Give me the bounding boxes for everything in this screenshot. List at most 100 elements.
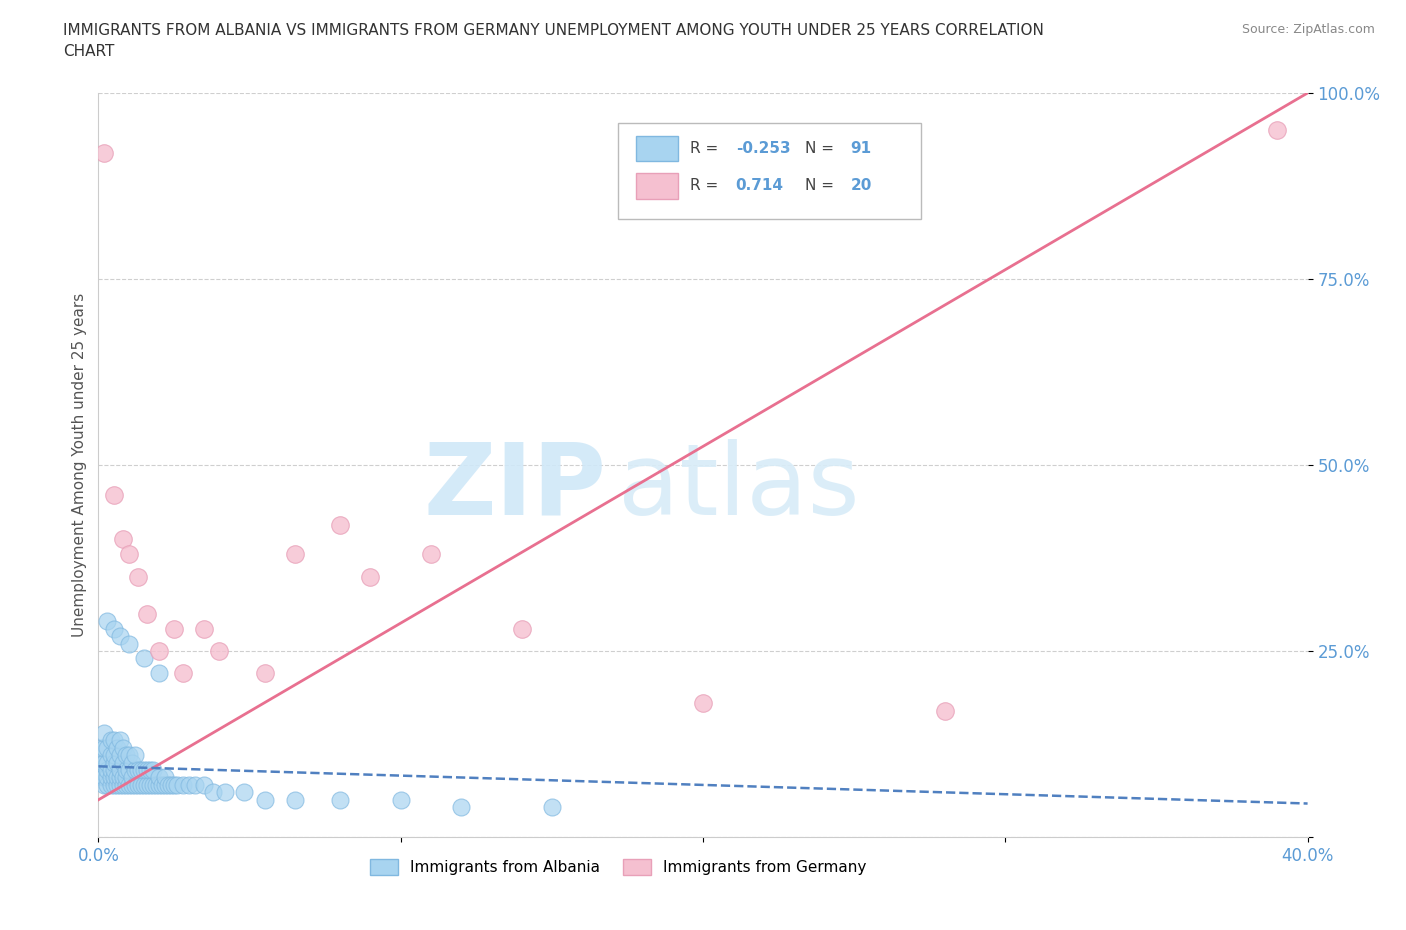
Point (118, 748, 141, 763)
Point (150, 777, 173, 792)
Point (127, 763, 149, 777)
Point (163, 777, 186, 792)
Point (108, 763, 131, 777)
Text: N =: N = (804, 179, 838, 193)
Point (121, 755, 143, 770)
Point (121, 770, 143, 785)
Point (111, 532, 134, 547)
Point (139, 777, 162, 792)
Point (329, 792, 352, 807)
Point (129, 763, 152, 777)
Text: 91: 91 (851, 141, 872, 156)
FancyBboxPatch shape (637, 136, 678, 162)
Point (1267, 123, 1289, 138)
Point (135, 606, 157, 621)
Point (96, 740, 118, 755)
Point (103, 748, 125, 763)
Point (108, 777, 131, 792)
Point (127, 569, 149, 584)
Point (156, 777, 179, 792)
Point (90, 740, 112, 755)
Point (284, 792, 307, 807)
Point (118, 763, 141, 777)
Point (172, 777, 194, 792)
Point (253, 666, 276, 681)
Point (142, 763, 165, 777)
Point (108, 770, 131, 785)
Text: ZIP: ZIP (423, 439, 606, 536)
Point (93, 770, 115, 785)
Point (132, 777, 155, 792)
Point (108, 748, 131, 763)
Point (105, 777, 128, 792)
Point (172, 666, 194, 681)
Point (214, 785, 236, 800)
Point (148, 644, 170, 658)
Point (163, 621, 186, 636)
Point (105, 740, 128, 755)
Point (103, 621, 125, 636)
Point (129, 777, 152, 792)
Point (153, 777, 176, 792)
Point (100, 770, 122, 785)
Point (450, 800, 472, 815)
Point (103, 755, 125, 770)
Point (329, 517, 352, 532)
Point (202, 785, 225, 800)
Point (90, 770, 112, 785)
Point (153, 770, 176, 785)
Point (118, 777, 141, 792)
Point (540, 800, 562, 815)
Point (118, 547, 141, 562)
Point (145, 777, 167, 792)
Point (148, 666, 170, 681)
Point (105, 770, 128, 785)
Point (96, 614, 118, 629)
Point (96, 763, 118, 777)
Text: R =: R = (690, 179, 723, 193)
Point (105, 755, 128, 770)
Point (103, 763, 125, 777)
Point (103, 487, 125, 502)
Point (253, 792, 276, 807)
Point (114, 770, 136, 785)
Point (111, 770, 134, 785)
Point (96, 777, 118, 792)
Point (96, 755, 118, 770)
Point (139, 763, 162, 777)
Point (208, 644, 231, 658)
Text: -0.253: -0.253 (735, 141, 790, 156)
Point (111, 740, 134, 755)
Point (108, 733, 131, 748)
Point (90, 755, 112, 770)
Text: 20: 20 (851, 179, 872, 193)
Point (124, 748, 146, 763)
Point (121, 777, 143, 792)
Point (100, 748, 122, 763)
Point (510, 621, 533, 636)
Point (100, 777, 122, 792)
Point (389, 792, 412, 807)
Point (193, 777, 215, 792)
Point (160, 777, 183, 792)
Point (93, 740, 115, 755)
Point (103, 733, 125, 748)
Text: N =: N = (804, 141, 838, 156)
Point (232, 785, 254, 800)
Point (100, 733, 122, 748)
Point (114, 748, 136, 763)
Point (124, 763, 146, 777)
Point (108, 629, 131, 644)
Point (284, 547, 307, 562)
FancyBboxPatch shape (637, 173, 678, 199)
Point (135, 763, 157, 777)
Point (93, 755, 115, 770)
Point (103, 777, 125, 792)
Text: atlas: atlas (619, 439, 860, 536)
Point (148, 777, 170, 792)
Point (114, 763, 136, 777)
Y-axis label: Unemployment Among Youth under 25 years: Unemployment Among Youth under 25 years (72, 293, 87, 637)
Point (132, 763, 155, 777)
Point (124, 777, 146, 792)
Legend: Immigrants from Albania, Immigrants from Germany: Immigrants from Albania, Immigrants from… (364, 853, 872, 882)
